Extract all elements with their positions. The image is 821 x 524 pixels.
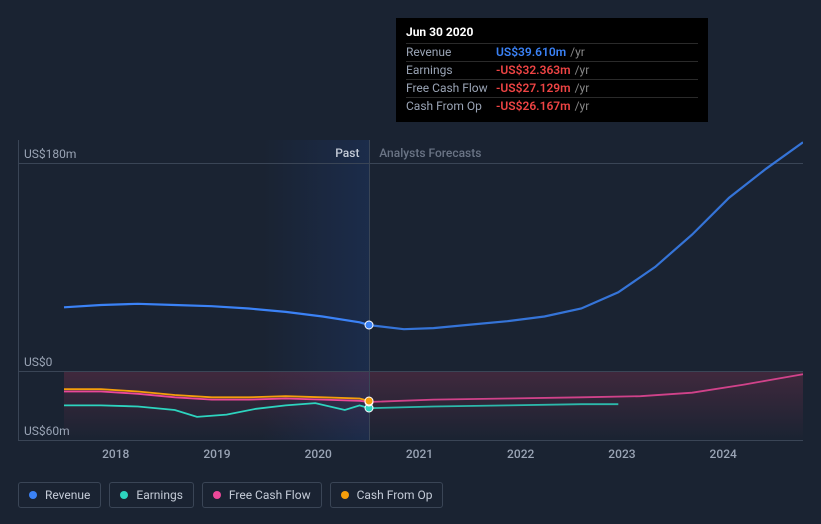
tooltip-row-free-cash-flow: Free Cash Flow-US$27.129m/yr [406,79,698,97]
legend: Revenue Earnings Free Cash Flow Cash From O… [18,482,443,508]
legend-item-revenue[interactable]: Revenue [18,482,101,508]
tooltip-row-value: -US$26.167m [496,98,571,115]
tooltip: Jun 30 2020 RevenueUS$39.610m/yrEarnings… [396,18,708,122]
tooltip-date: Jun 30 2020 [406,25,698,39]
tooltip-row-unit: /yr [570,44,585,61]
legend-dot-icon [341,491,349,499]
legend-item-label: Cash From Op [357,488,433,502]
tooltip-row-earnings: Earnings-US$32.363m/yr [406,61,698,79]
tooltip-row-value: -US$32.363m [496,62,571,79]
tooltip-row-label: Free Cash Flow [406,80,496,97]
tooltip-row-cash-from-op: Cash From Op-US$26.167m/yr [406,97,698,115]
series-free-cash-flow-forecast [369,374,803,402]
tooltip-row-value: -US$27.129m [496,80,571,97]
series-revenue-forecast [369,142,803,329]
tooltip-row-label: Cash From Op [406,98,496,115]
series-earnings-forecast [369,404,618,408]
legend-item-label: Revenue [45,488,90,502]
legend-item-earnings[interactable]: Earnings [109,482,194,508]
tooltip-row-label: Earnings [406,62,496,79]
chart-container: US$180m US$0 US$60m Past Analysts Foreca… [18,0,803,470]
legend-item-label: Free Cash Flow [229,488,311,502]
tooltip-row-value: US$39.610m [496,44,566,61]
legend-item-label: Earnings [136,488,183,502]
marker-cash-from-op [365,397,374,406]
legend-item-free-cash-flow[interactable]: Free Cash Flow [202,482,322,508]
tooltip-row-unit: /yr [575,62,590,79]
legend-dot-icon [213,491,221,499]
tooltip-row-unit: /yr [575,98,590,115]
tooltip-row-label: Revenue [406,44,496,61]
marker-revenue [365,321,374,330]
tooltip-row-revenue: RevenueUS$39.610m/yr [406,43,698,61]
tooltip-row-unit: /yr [575,80,590,97]
legend-dot-icon [120,491,128,499]
legend-dot-icon [29,491,37,499]
series-revenue-past [64,304,369,325]
legend-item-cash-from-op[interactable]: Cash From Op [330,482,444,508]
series-earnings-past [64,403,369,417]
